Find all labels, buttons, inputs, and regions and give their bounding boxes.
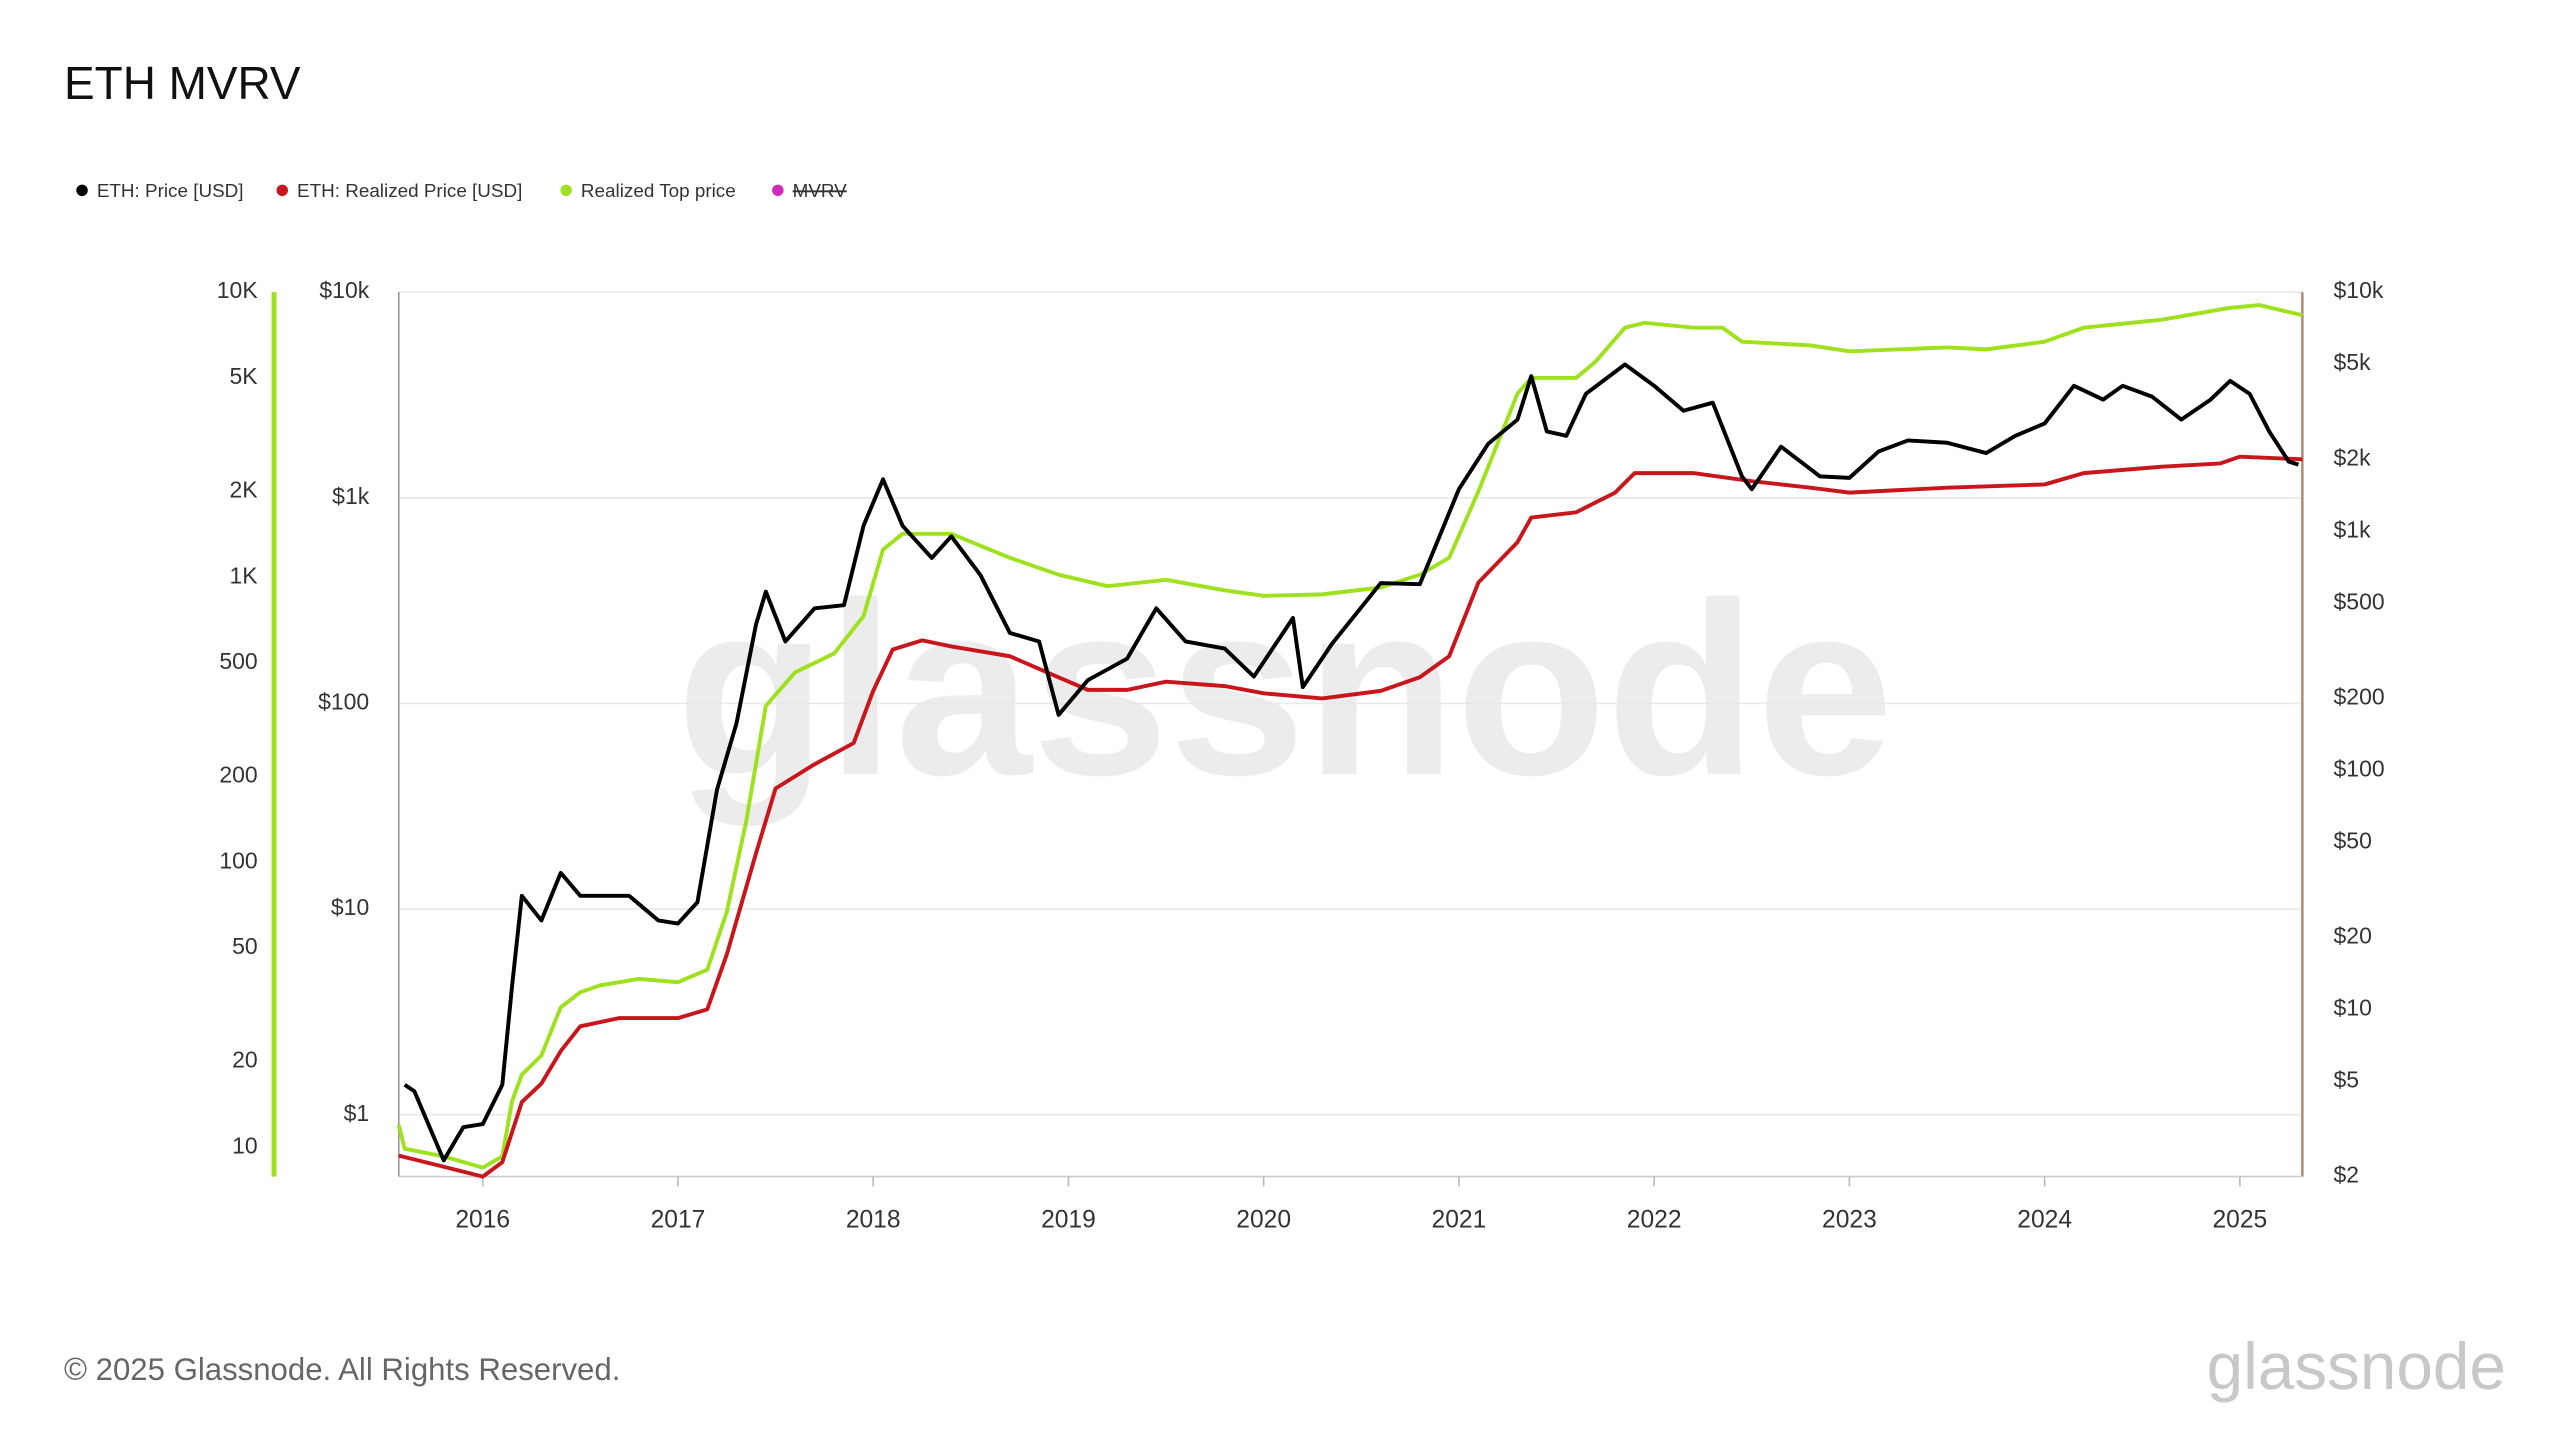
yticks-tick-label: $1 — [344, 1100, 370, 1126]
yticks-tick-label: $1k — [332, 483, 370, 509]
y2ticks-tick-label: $10 — [2334, 995, 2372, 1021]
legend-label: MVRV — [793, 180, 848, 201]
yticks-tick-label: $100 — [318, 688, 369, 714]
y3ticks-tick-label: 1K — [230, 562, 259, 588]
y2ticks-tick-label: $10k — [2334, 277, 2384, 303]
legend-dot — [276, 184, 288, 197]
series-line — [398, 454, 2303, 1179]
x-tick-label: 2021 — [1432, 1206, 1487, 1233]
grid — [398, 291, 2303, 1116]
x-tick-label: 2023 — [1822, 1206, 1877, 1233]
legend-dot — [76, 184, 88, 197]
y2ticks-tick-label: $5k — [2334, 349, 2372, 375]
legend-label: ETH: Price [USD] — [97, 180, 244, 201]
y2ticks-tick-label: $1k — [2334, 516, 2372, 542]
legend-label: ETH: Realized Price [USD] — [297, 180, 522, 201]
chart-title: ETH MVRV — [64, 57, 301, 109]
y2ticks-tick-label: $200 — [2334, 683, 2385, 709]
yticks-tick-label: $10 — [331, 894, 369, 920]
y2ticks-tick-label: $100 — [2334, 755, 2385, 781]
y2ticks-tick-label: $2k — [2334, 444, 2372, 470]
y3ticks-tick-label: 50 — [232, 933, 258, 959]
y2ticks-tick-label: $500 — [2334, 588, 2385, 614]
x-tick-label: 2019 — [1041, 1206, 1096, 1233]
footer: © 2025 Glassnode. All Rights Reserved. — [64, 1352, 620, 1387]
watermark: glassnode — [676, 552, 1893, 827]
logo: glassnode — [2207, 1330, 2506, 1403]
series-line — [396, 303, 2303, 1170]
x-tick-label: 2016 — [455, 1206, 510, 1233]
y2ticks-tick-label: $20 — [2334, 923, 2372, 949]
y3ticks-tick-label: 2K — [230, 476, 259, 502]
y3ticks-tick-label: 200 — [219, 762, 257, 788]
x-tick-label: 2022 — [1627, 1206, 1682, 1233]
y3ticks-tick-label: 100 — [219, 847, 257, 873]
y3ticks-tick-label: 10K — [217, 277, 259, 303]
y2ticks-tick-label: $5 — [2334, 1067, 2360, 1093]
y3ticks-tick-label: 10 — [232, 1132, 258, 1158]
y3ticks-tick-label: 5K — [230, 363, 259, 389]
y3ticks-tick-label: 500 — [219, 648, 257, 674]
x-tick-label: 2024 — [2017, 1206, 2072, 1233]
legend-dot — [772, 184, 784, 197]
series-line — [403, 362, 2299, 1163]
x-tick-label: 2017 — [651, 1206, 706, 1233]
yticks-tick-label: $10k — [319, 277, 369, 303]
legend-label: Realized Top price — [581, 180, 736, 201]
x-tick-label: 2018 — [846, 1206, 901, 1233]
y3ticks-tick-label: 20 — [232, 1047, 258, 1073]
y2ticks-tick-label: $50 — [2334, 827, 2372, 853]
x-tick-label: 2025 — [2213, 1206, 2268, 1233]
legend-dot — [560, 184, 572, 197]
x-tick-label: 2020 — [1236, 1206, 1291, 1233]
y2ticks-tick-label: $2 — [2334, 1162, 2360, 1188]
